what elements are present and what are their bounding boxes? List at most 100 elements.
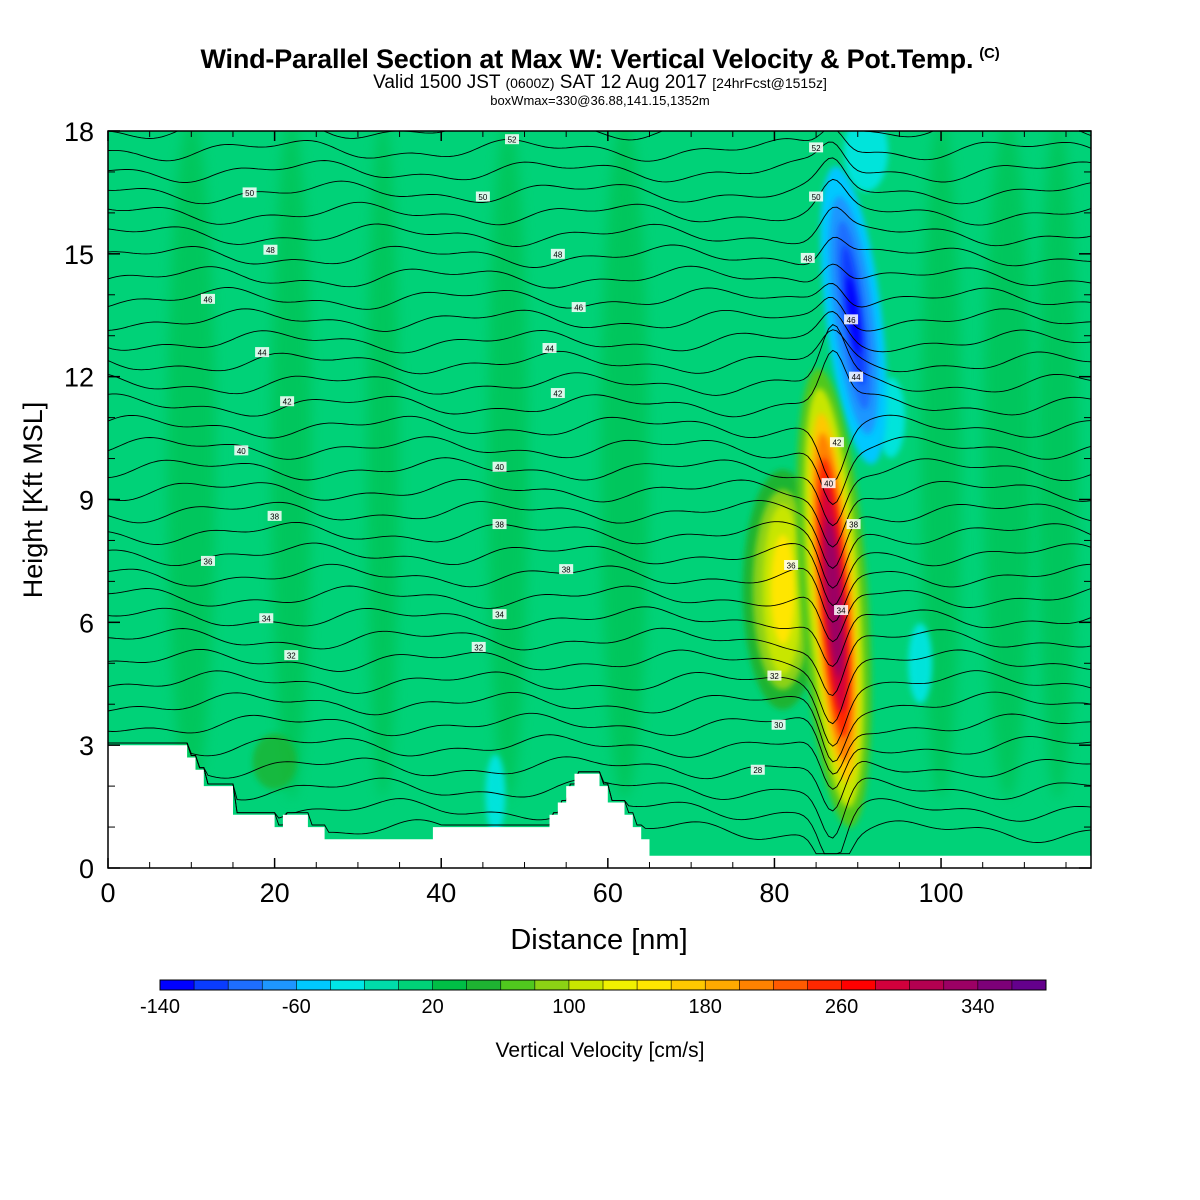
isentrope-line	[108, 329, 1091, 375]
isentrope-line	[108, 627, 1091, 697]
weak-updraft-streak	[167, 131, 216, 799]
isentrope-line	[108, 563, 1091, 623]
colorbar-swatch	[705, 980, 740, 990]
colorbar-swatch	[1011, 980, 1047, 990]
isentrope-label: 34	[262, 615, 271, 624]
x-tick-label: 0	[100, 878, 115, 908]
valid-time: Valid 1500 JST	[373, 72, 501, 93]
chart-subtitle: Valid 1500 JST (0600Z) SAT 12 Aug 2017 […	[0, 72, 1200, 94]
x-tick-label: 40	[426, 878, 456, 908]
isentrope-label: 38	[270, 512, 279, 521]
isentrope-label: 48	[266, 246, 275, 255]
isentrope-label-bg	[809, 191, 824, 202]
forecast-info: [24hrFcst@1515z]	[712, 75, 827, 91]
isentrope-label: 44	[258, 349, 267, 358]
colorbar-swatch	[500, 980, 536, 990]
chart-title: Wind-Parallel Section at Max W: Vertical…	[0, 44, 1200, 75]
isentrope-line	[108, 436, 1091, 506]
isentrope-label-bg	[475, 191, 490, 202]
y-tick-label: 12	[64, 363, 94, 393]
colorbar-swatch	[194, 980, 229, 990]
colorbar-tick-label: -140	[140, 996, 180, 1018]
isentrope-line	[108, 585, 1091, 643]
colorbar-tick-label: 180	[689, 996, 722, 1018]
isentrope-label-bg	[844, 314, 859, 325]
colorbar-swatch	[773, 980, 808, 990]
isentrope-label: 28	[753, 766, 762, 775]
colorbar-swatch	[296, 980, 331, 990]
terrain-mask	[108, 745, 1091, 868]
colorbar-swatch	[943, 980, 979, 990]
isentrope-label-bg	[571, 302, 586, 313]
isentrope-label: 46	[204, 295, 213, 304]
x-tick-label: 100	[919, 878, 964, 908]
isentrope-label: 38	[562, 566, 571, 575]
isentrope-label: 42	[832, 439, 841, 448]
isentrope-label: 36	[204, 557, 213, 566]
isentrope-label-bg	[263, 244, 278, 255]
isentrope-label: 44	[545, 345, 554, 354]
isentrope-label-bg	[492, 519, 507, 530]
weak-updraft-streak	[983, 131, 1032, 799]
colorbar-swatch	[534, 980, 570, 990]
isentrope-label-bg	[200, 293, 215, 304]
box-wmax-info: boxWmax=330@36.88,141.15,1352m	[490, 93, 710, 108]
isentrope-line	[108, 521, 1091, 589]
colorbar-tick-label: 340	[961, 996, 994, 1018]
isentrope-label: 48	[553, 250, 562, 259]
isentrope-label-bg	[284, 650, 299, 661]
isentrope-label-bg	[267, 510, 282, 521]
isentrope-line	[108, 478, 1091, 548]
isentrope-label-bg	[550, 388, 565, 399]
isentrope-line	[108, 263, 1091, 289]
isentrope-line	[108, 236, 1091, 268]
colorbar-label: Vertical Velocity [cm/s]	[496, 1039, 705, 1062]
colorbar-tick-label: -60	[282, 996, 311, 1018]
isentrope-line	[108, 323, 1091, 396]
y-tick-label: 9	[79, 486, 94, 516]
isentrope-label-bg	[234, 445, 249, 456]
isentrope-line	[108, 283, 1091, 310]
isentrope-label: 34	[837, 607, 846, 616]
colorbar-tick-label: 260	[825, 996, 858, 1018]
isentrope-label-bg	[471, 641, 486, 652]
isentrope-label-bg	[550, 248, 565, 259]
isentrope-line	[108, 500, 1091, 569]
isentrope-line	[108, 141, 1091, 183]
isentrope-label: 42	[283, 398, 292, 407]
colorbar-swatch	[671, 980, 706, 990]
isentrope-label-bg	[849, 371, 864, 382]
colorbar-swatch	[807, 980, 842, 990]
isentrope-label: 50	[812, 193, 821, 202]
isentrope-label-bg	[259, 613, 274, 624]
colorbar-swatch	[330, 980, 365, 990]
isentrope-labels: 28 30 32 32 32 34 34 36 38 38 38 40 40 42 42 44 44 46 46 48…	[200, 134, 864, 775]
copyright-mark: (C)	[979, 45, 1000, 62]
isentrope-label: 44	[852, 373, 861, 382]
velocity-field	[108, 131, 1091, 868]
isentrope-line	[108, 414, 1091, 483]
isentrope-label: 48	[803, 254, 812, 263]
isentrope-label: 36	[787, 562, 796, 571]
isentrope-line	[108, 542, 1091, 607]
isentrope-line	[108, 712, 1091, 775]
isentrope-label: 52	[508, 136, 517, 145]
x-axis-label: Distance [nm]	[510, 924, 687, 956]
colorbar-swatch	[637, 980, 672, 990]
isentrope-line	[108, 457, 1091, 527]
isentrope-line	[108, 311, 1091, 354]
x-tick-label: 80	[759, 878, 789, 908]
updraft-contour	[824, 517, 843, 678]
isentrope-label-bg	[280, 396, 295, 407]
isentrope-label-bg	[492, 461, 507, 472]
isentrope-label: 46	[574, 304, 583, 313]
colorbar-swatch	[398, 980, 433, 990]
colorbar-swatch	[364, 980, 399, 990]
y-tick-label: 15	[64, 240, 94, 270]
colorbar-swatch	[841, 980, 876, 990]
isentrope-label: 32	[287, 652, 296, 661]
valid-date: SAT 12 Aug 2017	[559, 72, 707, 93]
isentrope-label: 42	[553, 390, 562, 399]
